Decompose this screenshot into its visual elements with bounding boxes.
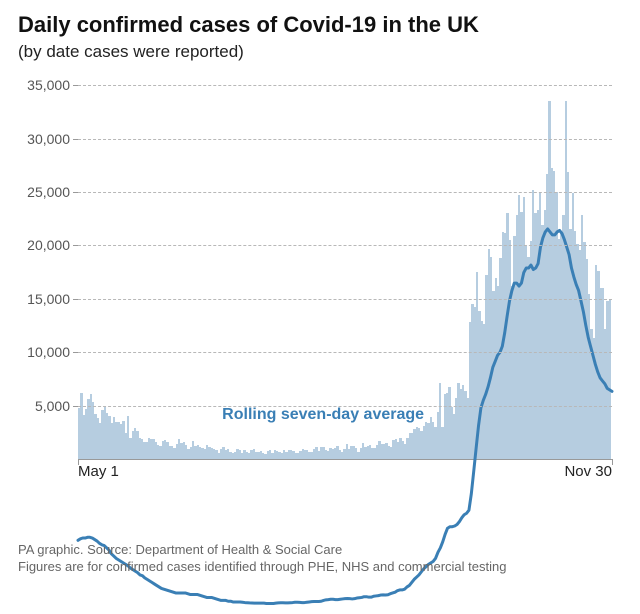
y-axis-label: 35,000 — [27, 77, 70, 93]
y-axis-label: 20,000 — [27, 237, 70, 253]
y-gridline — [78, 299, 612, 300]
footer-source: PA graphic. Source: Department of Health… — [18, 541, 506, 559]
chart-subtitle: (by date cases were reported) — [18, 42, 622, 62]
y-gridline — [78, 406, 612, 407]
y-axis-label: 30,000 — [27, 131, 70, 147]
y-tick — [73, 139, 78, 140]
y-axis-label: 15,000 — [27, 291, 70, 307]
rolling-avg-label: Rolling seven-day average — [222, 406, 424, 424]
y-gridline — [78, 245, 612, 246]
y-tick — [73, 299, 78, 300]
y-tick — [73, 245, 78, 246]
x-tick — [612, 459, 613, 465]
y-tick — [73, 406, 78, 407]
chart-title: Daily confirmed cases of Covid-19 in the… — [18, 12, 622, 38]
y-tick — [73, 85, 78, 86]
x-axis-label: Nov 30 — [564, 463, 612, 480]
y-axis-label: 10,000 — [27, 344, 70, 360]
x-axis-label: May 1 — [78, 463, 119, 480]
y-gridline — [78, 139, 612, 140]
footer-note: Figures are for confirmed cases identifi… — [18, 558, 506, 576]
chart-area: Rolling seven-day average 5,000 10,000 15,… — [18, 80, 622, 500]
y-gridline — [78, 85, 612, 86]
y-axis-label: 5,000 — [35, 398, 70, 414]
chart-footer: PA graphic. Source: Department of Health… — [18, 541, 506, 576]
y-axis-label: 25,000 — [27, 184, 70, 200]
rolling-avg-line — [78, 80, 612, 614]
plot-region: Rolling seven-day average 5,00010,00015,… — [78, 80, 612, 460]
y-tick — [73, 352, 78, 353]
y-gridline — [78, 352, 612, 353]
y-tick — [73, 192, 78, 193]
y-gridline — [78, 192, 612, 193]
